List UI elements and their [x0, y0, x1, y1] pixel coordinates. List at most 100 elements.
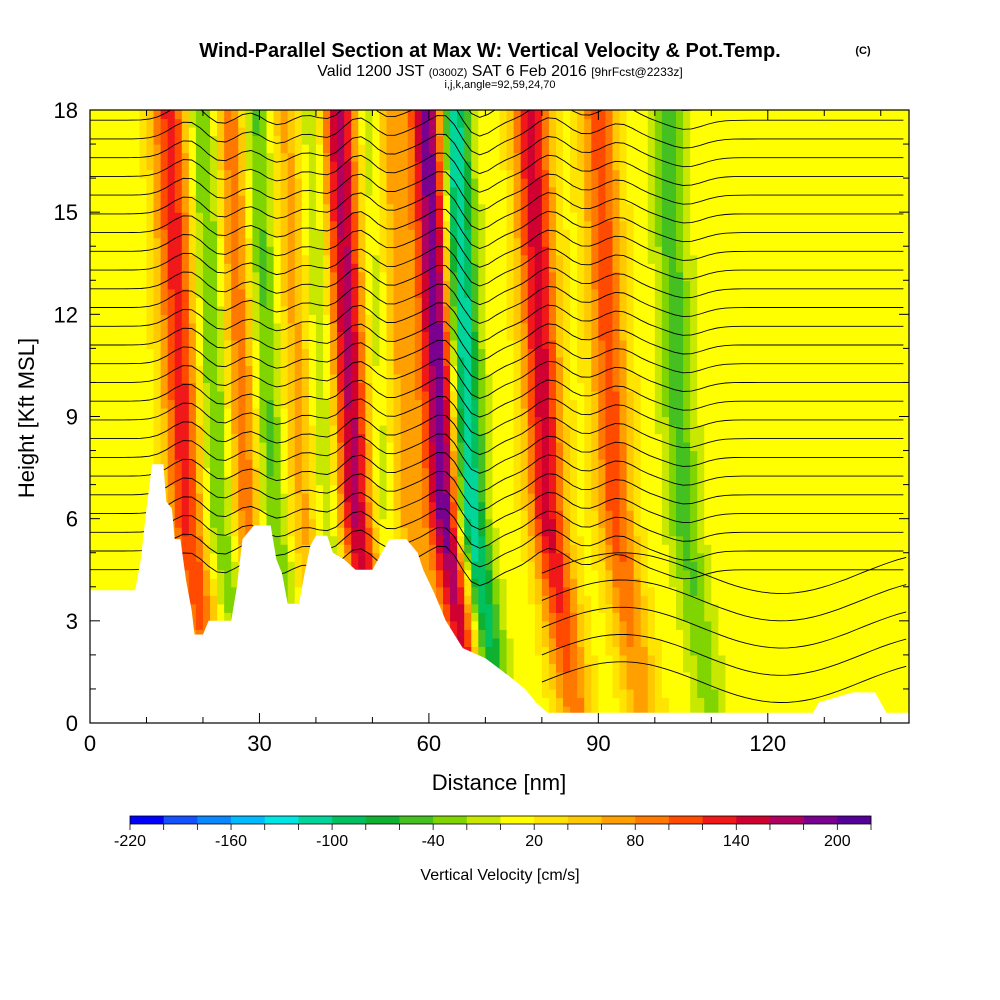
velocity-cell [760, 518, 769, 528]
velocity-cell [697, 484, 705, 494]
velocity-cell [690, 416, 698, 426]
velocity-cell [796, 365, 804, 375]
velocity-cell [866, 407, 875, 418]
velocity-cell [831, 527, 839, 537]
velocity-cell [330, 527, 338, 537]
velocity-cell [732, 654, 741, 664]
velocity-cell [676, 450, 684, 460]
velocity-cell [718, 620, 727, 630]
velocity-cell [202, 425, 211, 435]
velocity-cell [746, 442, 755, 452]
velocity-cell [450, 595, 458, 605]
velocity-cell [697, 586, 705, 596]
velocity-cell [245, 425, 253, 435]
velocity-cell [428, 535, 437, 545]
velocity-cell [132, 382, 141, 392]
velocity-cell [308, 365, 317, 375]
velocity-cell [195, 569, 204, 579]
velocity-cell [704, 425, 712, 435]
velocity-cell [838, 356, 847, 367]
velocity-cell [683, 552, 691, 562]
velocity-cell [810, 586, 818, 596]
velocity-cell [880, 663, 889, 673]
velocity-cell [506, 484, 515, 494]
velocity-cell [831, 501, 839, 511]
velocity-cell [443, 365, 451, 375]
velocity-cell [739, 654, 748, 664]
velocity-cell [167, 433, 176, 443]
velocity-cell [788, 578, 797, 588]
velocity-cell [767, 552, 776, 562]
velocity-cell [294, 425, 303, 435]
velocity-cell [210, 578, 218, 588]
velocity-cell [668, 382, 677, 392]
velocity-cell [626, 688, 635, 699]
velocity-cell [788, 595, 797, 605]
velocity-cell [584, 705, 592, 716]
velocity-cell [146, 356, 155, 367]
velocity-cell [555, 356, 564, 367]
velocity-cell [859, 390, 868, 401]
velocity-cell [803, 433, 811, 443]
velocity-cell [626, 637, 635, 647]
velocity-cell [195, 527, 204, 537]
velocity-cell [513, 561, 522, 571]
velocity-cell [711, 697, 719, 707]
velocity-cell [788, 637, 797, 647]
velocity-cell [181, 561, 190, 571]
velocity-cell [774, 637, 783, 647]
velocity-cell [308, 518, 317, 528]
velocity-cell [252, 450, 261, 460]
velocity-cell [640, 654, 649, 664]
velocity-cell [520, 510, 529, 520]
velocity-cell [796, 442, 804, 452]
velocity-cell [838, 493, 847, 503]
velocity-cell [697, 578, 705, 588]
velocity-cell [605, 535, 614, 545]
velocity-cell [174, 416, 183, 426]
velocity-cell [499, 365, 508, 375]
velocity-cell [577, 407, 585, 418]
velocity-cell [746, 561, 755, 571]
velocity-cell [640, 637, 649, 647]
velocity-cell [259, 493, 268, 503]
velocity-cell [97, 518, 105, 528]
velocity-cell [273, 467, 282, 477]
velocity-cell [527, 390, 536, 401]
velocity-cell [774, 671, 783, 682]
velocity-cell [894, 399, 903, 409]
velocity-cell [831, 390, 839, 401]
velocity-cell [732, 637, 741, 647]
velocity-cell [739, 663, 748, 673]
velocity-cell [676, 705, 684, 716]
velocity-cell [774, 510, 783, 520]
velocity-cell [873, 459, 882, 469]
velocity-cell [690, 705, 698, 716]
velocity-cell [661, 561, 670, 571]
velocity-cell [104, 433, 112, 443]
velocity-cell [301, 433, 310, 443]
velocity-cell [746, 476, 755, 486]
velocity-cell [97, 476, 105, 486]
velocity-cell [520, 399, 529, 409]
velocity-cell [499, 535, 508, 545]
velocity-cell [365, 535, 374, 545]
velocity-cell [640, 705, 649, 716]
velocity-cell [167, 356, 176, 367]
velocity-cell [188, 459, 197, 469]
velocity-cell [866, 680, 875, 690]
velocity-cell [796, 637, 804, 647]
velocity-cell [224, 442, 232, 452]
velocity-cell [591, 688, 599, 699]
velocity-cell [520, 569, 529, 579]
velocity-cell [527, 442, 536, 452]
velocity-cell [746, 501, 755, 511]
velocity-cell [633, 416, 642, 426]
velocity-cell [224, 586, 232, 596]
velocity-cell [746, 510, 755, 520]
velocity-cell [704, 544, 712, 554]
velocity-cell [400, 433, 409, 443]
velocity-cell [788, 705, 797, 716]
velocity-cell [852, 569, 861, 579]
velocity-cell [633, 476, 642, 486]
